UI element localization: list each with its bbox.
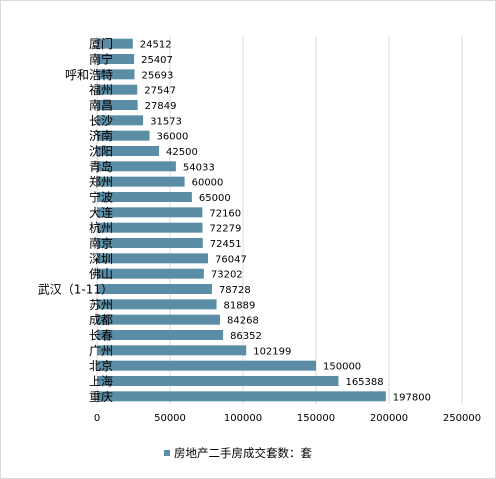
bar: [97, 69, 135, 80]
x-tick-label: 100000: [224, 413, 262, 424]
category-label: 沈阳: [89, 144, 113, 159]
category-label: 长春: [89, 329, 113, 343]
value-label: 31573: [150, 116, 182, 127]
value-label: 78728: [219, 285, 251, 296]
bar: [97, 146, 160, 156]
value-label: 36000: [157, 132, 189, 143]
bar: [97, 38, 133, 49]
x-tick-label: 0: [94, 413, 100, 424]
bar: [97, 115, 144, 126]
bar: [97, 100, 138, 110]
value-label: 72160: [209, 208, 241, 219]
category-label: 宁波: [89, 190, 113, 205]
category-label: 北京: [89, 359, 113, 373]
bar: [97, 176, 185, 187]
value-label: 197800: [393, 392, 431, 403]
gridlines: [96, 36, 463, 404]
bar: [97, 238, 203, 248]
value-label: 27849: [145, 101, 177, 112]
value-label: 102199: [253, 346, 291, 357]
bar: [97, 161, 176, 172]
category-label: 大连: [89, 205, 113, 220]
category-label: 佛山: [89, 267, 113, 281]
bar: [97, 376, 339, 386]
bar: [97, 360, 316, 371]
bar: [97, 54, 135, 64]
bar: [97, 192, 192, 202]
legend-swatch: [164, 450, 170, 456]
bar: [97, 84, 138, 95]
category-labels: 厦门南宁呼和浩特福州南昌长沙济南沈阳青岛郑州宁波大连杭州南京深圳佛山武汉（1-1…: [38, 36, 113, 404]
category-label: 郑州: [89, 174, 113, 189]
bar: [97, 314, 221, 325]
value-label: 27547: [144, 86, 176, 97]
x-tick-label: 250000: [443, 413, 481, 424]
bar: [97, 253, 209, 264]
category-label: 重庆: [89, 390, 113, 404]
value-label: 24512: [140, 40, 172, 51]
x-tick-labels: 0 50000 100000 150000 200000 250000: [94, 413, 481, 424]
category-label: 成都: [89, 313, 113, 327]
category-label: 南京: [89, 236, 113, 251]
category-label: 长沙: [89, 114, 113, 128]
value-label: 76047: [215, 254, 247, 265]
category-label: 呼和浩特: [65, 67, 113, 82]
value-label: 72451: [210, 239, 242, 250]
value-label: 65000: [199, 193, 231, 204]
value-label: 150000: [323, 362, 361, 373]
value-label: 25693: [142, 70, 174, 81]
category-label: 厦门: [89, 36, 113, 51]
category-label: 深圳: [89, 252, 113, 266]
category-label: 济南: [89, 128, 113, 143]
category-label: 上海: [89, 374, 113, 389]
category-label: 青岛: [89, 159, 113, 174]
value-label: 81889: [224, 300, 256, 311]
value-label: 25407: [141, 55, 173, 66]
value-label: 42500: [166, 147, 198, 158]
value-label: 60000: [192, 178, 224, 189]
category-label: 杭州: [89, 220, 113, 235]
legend-label: 房地产二手房成交套数：套: [174, 446, 312, 460]
x-tick-label: 50000: [154, 413, 186, 424]
value-labels: 24512 25407 25693 27547 27849 31573 36000 42500…: [140, 40, 431, 404]
category-label: 广州: [89, 344, 113, 358]
category-label: 福州: [89, 82, 113, 97]
bar: [97, 330, 224, 340]
bar: [97, 391, 386, 402]
legend: 房地产二手房成交套数：套: [164, 446, 312, 460]
bar: [97, 207, 203, 218]
bar: [97, 284, 212, 294]
value-label: 84268: [227, 316, 259, 327]
bar: [97, 130, 150, 141]
x-tick-label: 200000: [370, 413, 408, 424]
bar: [97, 222, 203, 233]
bar: [97, 299, 217, 310]
value-label: 72279: [210, 224, 242, 235]
value-label: 165388: [345, 377, 383, 388]
bar: [97, 345, 247, 356]
bar: [97, 268, 204, 279]
value-label: 73202: [211, 270, 243, 281]
category-label: 苏州: [89, 298, 113, 312]
category-label: 南昌: [89, 98, 113, 113]
value-label: 86352: [230, 331, 262, 342]
category-label: 南宁: [89, 52, 113, 67]
bars: [97, 38, 386, 402]
category-label: 武汉（1-11）: [38, 283, 113, 297]
value-label: 54033: [183, 162, 215, 173]
x-tick-label: 150000: [297, 413, 335, 424]
